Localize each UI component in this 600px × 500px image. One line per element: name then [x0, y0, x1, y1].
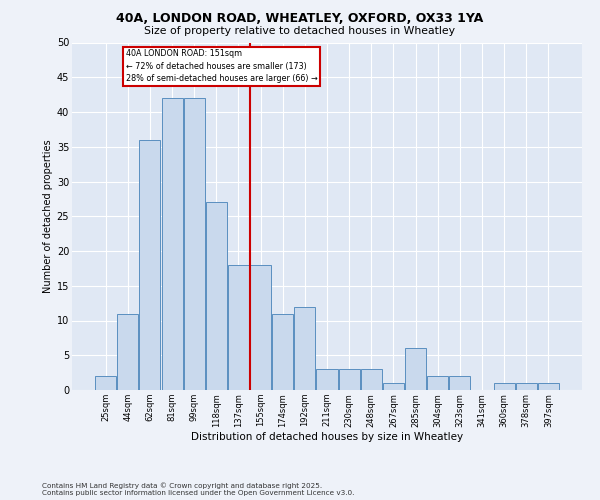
Bar — [449, 376, 470, 390]
Bar — [538, 383, 559, 390]
Bar — [361, 369, 382, 390]
Bar — [95, 376, 116, 390]
Bar — [427, 376, 448, 390]
Bar — [206, 202, 227, 390]
Text: 40A LONDON ROAD: 151sqm
← 72% of detached houses are smaller (173)
28% of semi-d: 40A LONDON ROAD: 151sqm ← 72% of detache… — [125, 50, 317, 84]
Bar — [184, 98, 205, 390]
Bar — [139, 140, 160, 390]
Bar — [118, 314, 139, 390]
Text: 40A, LONDON ROAD, WHEATLEY, OXFORD, OX33 1YA: 40A, LONDON ROAD, WHEATLEY, OXFORD, OX33… — [116, 12, 484, 26]
Bar — [405, 348, 426, 390]
Y-axis label: Number of detached properties: Number of detached properties — [43, 140, 53, 293]
Bar — [295, 306, 316, 390]
Bar — [316, 369, 338, 390]
Bar — [228, 265, 249, 390]
Bar — [494, 383, 515, 390]
X-axis label: Distribution of detached houses by size in Wheatley: Distribution of detached houses by size … — [191, 432, 463, 442]
Text: Size of property relative to detached houses in Wheatley: Size of property relative to detached ho… — [145, 26, 455, 36]
Bar — [383, 383, 404, 390]
Bar — [515, 383, 536, 390]
Bar — [272, 314, 293, 390]
Bar — [338, 369, 359, 390]
Bar — [250, 265, 271, 390]
Text: Contains HM Land Registry data © Crown copyright and database right 2025.
Contai: Contains HM Land Registry data © Crown c… — [42, 482, 355, 496]
Bar — [161, 98, 182, 390]
